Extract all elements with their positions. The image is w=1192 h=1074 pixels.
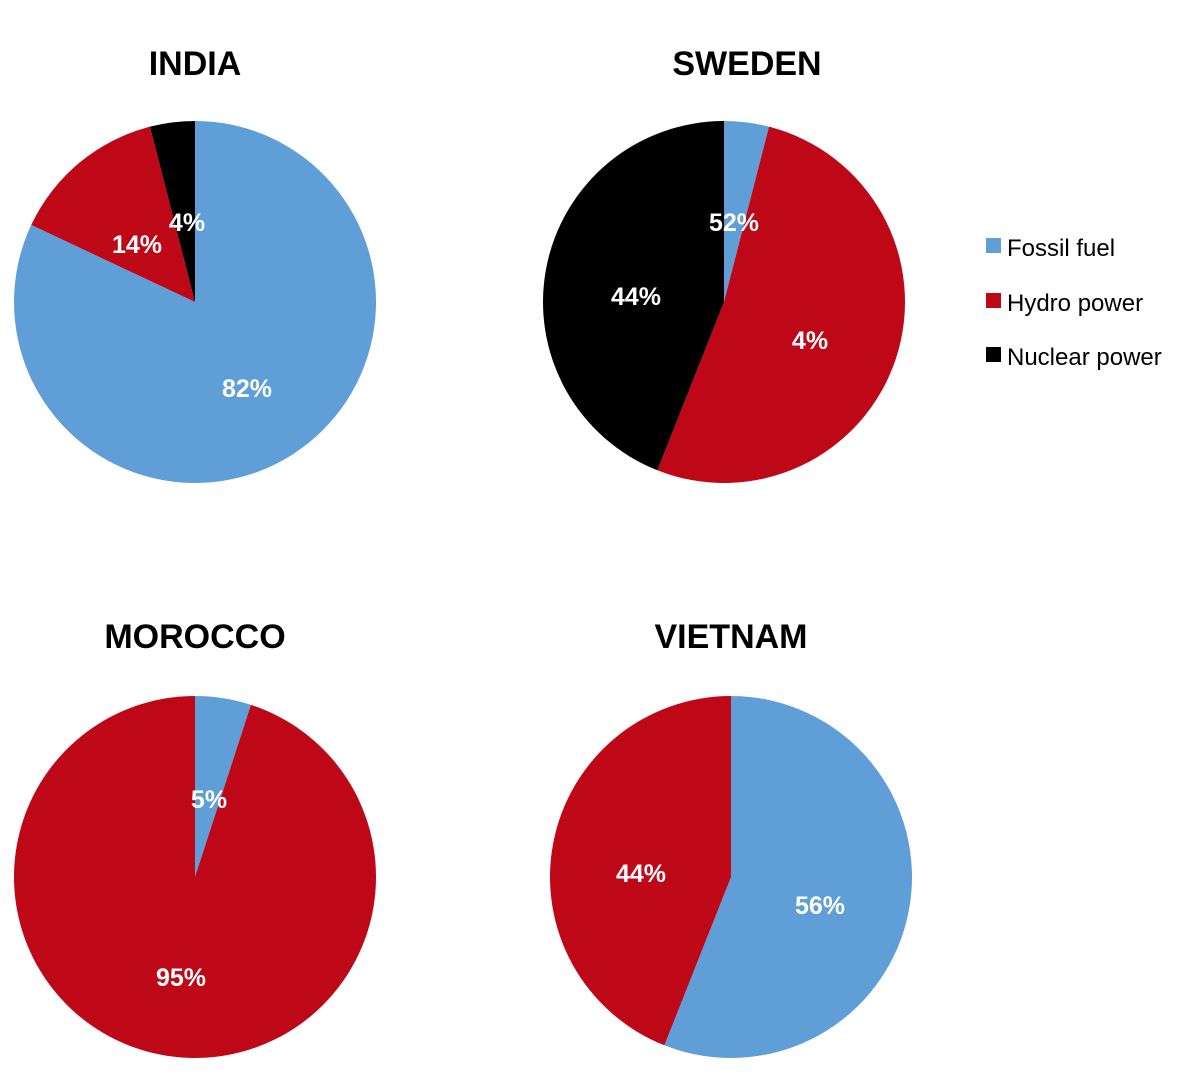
morocco-pie: 5% 95% xyxy=(13,696,376,1058)
india-slice-nuclear-power xyxy=(149,121,195,302)
morocco-slice-fossil-fuel xyxy=(195,696,251,877)
morocco-label-fossil-fuel: 5% xyxy=(191,786,227,814)
sweden-slice-fossil-fuel xyxy=(724,121,770,302)
vietnam-label-hydro-power: 44% xyxy=(616,860,666,888)
sweden-pie-title: SWEDEN xyxy=(672,45,821,83)
india-slice-hydro-power xyxy=(31,126,195,302)
india-pie: 82% 14%4% xyxy=(14,121,377,483)
legend-label-hydro-power: Hydro power xyxy=(1007,290,1143,317)
legend-swatch-hydro-power xyxy=(986,293,1001,308)
sweden-slice-nuclear-power xyxy=(542,121,724,471)
morocco-label-hydro-power: 95% xyxy=(156,964,206,992)
morocco-pie-title: MOROCCO xyxy=(104,618,285,656)
legend-swatch-nuclear-power xyxy=(986,347,1001,362)
vietnam-pie-title: VIETNAM xyxy=(655,618,808,656)
india-label-fossil-fuel: 82% xyxy=(222,375,272,403)
legend-swatch-fossil-fuel xyxy=(986,238,1001,253)
sweden-pie: 4% 52% 44% xyxy=(542,121,905,483)
india-label-nuclear-power: 4% xyxy=(169,209,205,237)
sweden-label-nuclear-power: 44% xyxy=(611,283,661,311)
india-pie-title: INDIA xyxy=(149,45,242,83)
morocco-slice-hydro-power xyxy=(13,696,376,1058)
sweden-label-fossil-fuel: 4% xyxy=(792,327,828,355)
vietnam-label-fossil-fuel: 56% xyxy=(795,892,845,920)
legend: Fossil fuel Hydro power Nuclear power xyxy=(986,235,1162,371)
india-label-hydro-power: 14% xyxy=(112,231,162,259)
sweden-label-hydro-power: 52% xyxy=(709,209,759,237)
vietnam-slice-hydro-power xyxy=(549,696,731,1046)
legend-label-nuclear-power: Nuclear power xyxy=(1007,344,1162,371)
legend-label-fossil-fuel: Fossil fuel xyxy=(1007,235,1115,262)
vietnam-pie: 56% 44% xyxy=(549,696,912,1058)
sweden-slice-hydro-power xyxy=(657,126,905,483)
vietnam-slice-fossil-fuel xyxy=(664,696,912,1058)
